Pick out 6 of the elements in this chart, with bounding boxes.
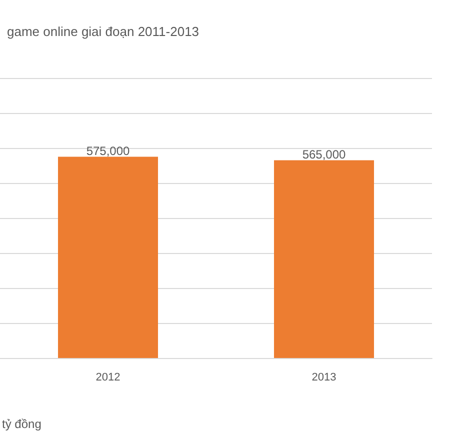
x-tick-label: 2013 — [312, 372, 336, 384]
chart-title: game online giai đoạn 2011-2013 — [7, 24, 200, 39]
text: tỷ đồng — [2, 417, 42, 431]
x-tick-label: 2012 — [96, 372, 120, 384]
data-label: 565,000 — [302, 147, 346, 162]
data-label: 575,000 — [86, 144, 130, 158]
